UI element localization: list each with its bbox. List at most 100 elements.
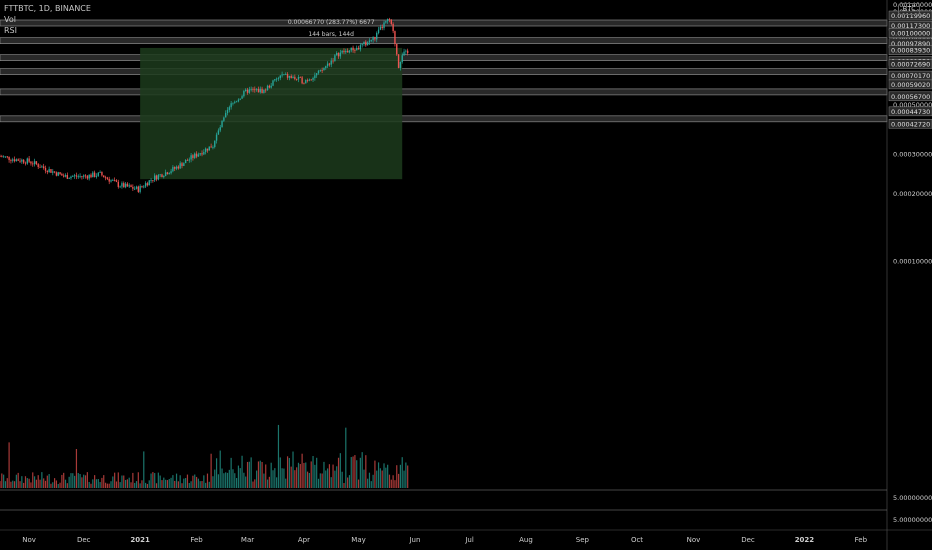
currency-badge[interactable]: BTC <box>898 3 920 15</box>
candle-body <box>63 175 65 177</box>
volume-bar <box>265 464 267 488</box>
volume-bar <box>306 471 309 488</box>
candle-body <box>357 47 360 50</box>
volume-bar <box>64 479 67 488</box>
candle-body <box>108 178 110 182</box>
candle-body <box>363 41 365 45</box>
candle-body <box>175 166 178 169</box>
zone-price-tag <box>888 59 932 69</box>
candle-body <box>13 159 16 162</box>
candle-body <box>323 68 325 71</box>
candle-body <box>166 172 169 175</box>
volume-bar <box>250 457 252 488</box>
candle-body <box>295 79 298 80</box>
volume-bar <box>30 482 32 488</box>
volume-bar <box>234 473 236 488</box>
volume-bar <box>361 452 363 488</box>
volume-bar <box>192 475 194 488</box>
volume-bar <box>139 483 141 488</box>
volume-bar <box>119 482 121 488</box>
candle-body <box>104 177 107 179</box>
candle-body <box>115 180 118 182</box>
candle-body <box>164 172 167 176</box>
volume-bar <box>236 478 238 488</box>
zone-band-2 <box>0 54 888 62</box>
volume-bar <box>323 461 325 488</box>
volume-bar <box>52 482 54 488</box>
volume-bar <box>15 474 17 488</box>
volume-bar <box>12 480 14 488</box>
volume-bar <box>195 476 198 488</box>
x-tick-label: Feb <box>855 536 868 544</box>
x-tick-label: 2022 <box>795 536 815 544</box>
volume-bar <box>223 473 225 488</box>
volume-bar <box>6 478 8 488</box>
volume-bar <box>150 473 152 488</box>
candle-body <box>157 175 160 180</box>
volume-bar <box>350 457 352 488</box>
volume-bar <box>106 483 108 488</box>
candle-body <box>241 96 243 99</box>
candle-body <box>194 153 196 158</box>
candle-body <box>99 172 101 173</box>
candle-body <box>110 180 112 182</box>
candle-body <box>4 156 7 158</box>
volume-bar <box>354 455 356 488</box>
volume-bar <box>297 462 300 488</box>
volume-bar <box>166 480 169 488</box>
candle-body <box>381 26 383 29</box>
candle-body <box>32 163 34 165</box>
volume-bar <box>155 483 158 488</box>
indicator-rsi[interactable]: RSI <box>4 26 17 35</box>
volume-bar <box>148 480 150 488</box>
candle-body <box>312 78 314 80</box>
volume-bar <box>225 472 227 488</box>
candle-body <box>368 40 371 43</box>
candle-body <box>359 45 362 50</box>
volume-bar <box>210 453 212 488</box>
candle-body <box>268 85 271 88</box>
candle-body <box>143 186 145 188</box>
candle-body <box>310 79 312 81</box>
candle-body <box>325 66 327 69</box>
volume-bar <box>197 478 199 488</box>
candle-body <box>246 89 249 93</box>
candle-body <box>188 159 190 161</box>
volume-bar <box>334 470 336 488</box>
candle-body <box>201 153 203 155</box>
candle-body <box>126 183 129 187</box>
candle-body <box>348 50 351 53</box>
x-tick-label: Mar <box>241 536 254 544</box>
volume-bar <box>185 478 187 488</box>
volume-bar <box>41 472 43 488</box>
candle-body <box>392 23 394 32</box>
candle-body <box>281 74 283 76</box>
indicator-vol[interactable]: Vol <box>4 15 16 24</box>
candle-body <box>250 89 252 90</box>
candle-body <box>135 186 138 189</box>
candle-body <box>83 175 85 177</box>
candle-body <box>90 174 92 178</box>
volume-bar <box>376 470 378 488</box>
volume-bar <box>68 476 70 488</box>
volume-bar <box>243 472 245 488</box>
candle-body <box>204 148 207 152</box>
volume-bar <box>383 463 385 488</box>
candle-body <box>181 163 183 167</box>
candle-body <box>277 77 280 79</box>
y-tick-label: 0.00030000 <box>893 151 932 159</box>
candle-body <box>152 180 154 181</box>
candle-body <box>42 166 45 168</box>
symbol-title: FTTBTC, 1D, BINANCE <box>4 4 91 13</box>
volume-bar <box>396 465 398 488</box>
candle-body <box>374 36 376 40</box>
volume-bar <box>399 464 401 488</box>
volume-bar <box>23 482 25 488</box>
candle-body <box>86 176 89 179</box>
candle-body <box>57 172 59 176</box>
x-tick-label: Apr <box>298 536 310 544</box>
candle-body <box>308 79 311 81</box>
candle-body <box>321 70 323 71</box>
volume-bar <box>174 480 176 488</box>
